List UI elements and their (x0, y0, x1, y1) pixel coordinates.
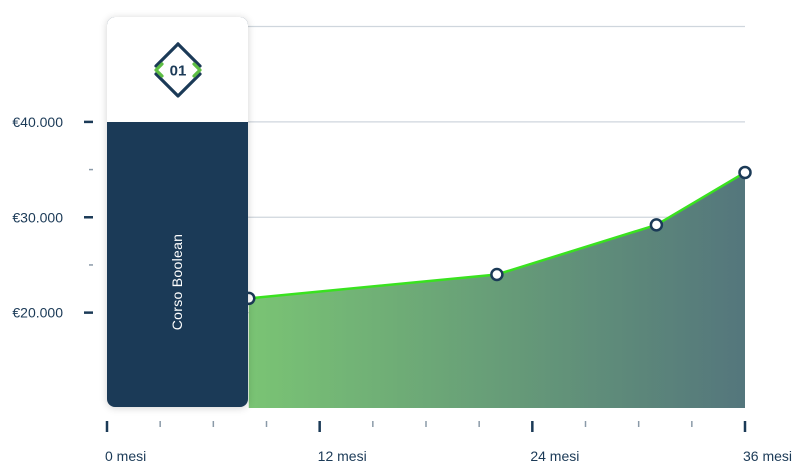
series-line (248, 171, 746, 300)
course-card: 01 Corso Boolean (107, 17, 248, 407)
y-axis: €20.000 €30.000 €40.000 (12, 114, 93, 321)
x-tick-label: 24 mesi (530, 448, 579, 463)
y-tick-label: €40.000 (12, 114, 63, 130)
x-tick-label: 36 mesi (743, 448, 792, 463)
series-area (248, 172, 745, 408)
logo-text: 01 (169, 62, 186, 79)
course-card-header: 01 (107, 17, 248, 122)
x-axis: 0 mesi 12 mesi 24 mesi 36 mesi (105, 421, 792, 463)
x-tick-label: 12 mesi (318, 448, 367, 463)
data-point (490, 267, 504, 282)
x-tick-label: 0 mesi (105, 448, 146, 463)
boolean-logo-icon: 01 (153, 41, 202, 98)
y-tick-label: €20.000 (12, 305, 63, 321)
course-card-label: Corso Boolean (169, 233, 185, 331)
y-tick-label: €30.000 (12, 209, 63, 225)
data-point (738, 165, 752, 180)
data-point (649, 218, 664, 232)
series-points (242, 165, 752, 306)
